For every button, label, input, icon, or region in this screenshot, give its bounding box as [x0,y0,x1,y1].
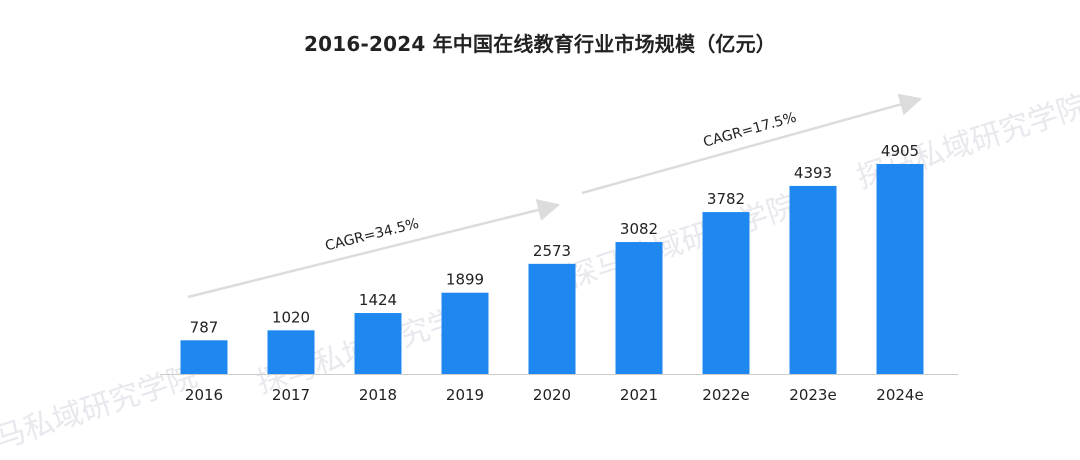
bar-2024e [876,164,924,374]
x-tick-label-2022e: 2022e [702,386,749,404]
bar-2018 [354,313,402,374]
x-tick-label-2017: 2017 [272,386,310,404]
data-label-2019: 1899 [446,271,484,289]
cagr-arrow-1 [187,198,561,299]
data-label-2018: 1424 [359,291,397,309]
bar-2016 [180,340,228,374]
bar-2023e [789,185,837,374]
data-label-2017: 1020 [272,308,310,326]
x-tick-label-2018: 2018 [359,386,397,404]
data-label-2023e: 4393 [794,164,832,182]
bar-2017 [267,330,315,374]
x-tick-label-2020: 2020 [533,386,571,404]
cagr-label-1: CAGR=34.5% [324,216,421,255]
bar-2022e [702,212,750,374]
bar-2019 [441,292,489,374]
x-tick-label-2016: 2016 [185,386,223,404]
data-label-2024e: 4905 [881,142,919,160]
data-label-2020: 2573 [533,242,571,260]
x-tick-label-2023e: 2023e [789,386,836,404]
x-tick-label-2021: 2021 [620,386,658,404]
data-label-2021: 3082 [620,220,658,238]
bar-2021 [615,242,663,374]
x-tick-label-2019: 2019 [446,386,484,404]
cagr-arrow-2 [581,93,923,195]
x-tick-label-2024e: 2024e [876,386,923,404]
cagr-label-2: CAGR=17.5% [702,110,799,151]
data-label-2022e: 3782 [707,190,745,208]
bar-2020 [528,263,576,374]
data-label-2016: 787 [190,318,219,336]
chart-title: 2016-2024 年中国在线教育行业市场规模（亿元） [304,32,776,56]
